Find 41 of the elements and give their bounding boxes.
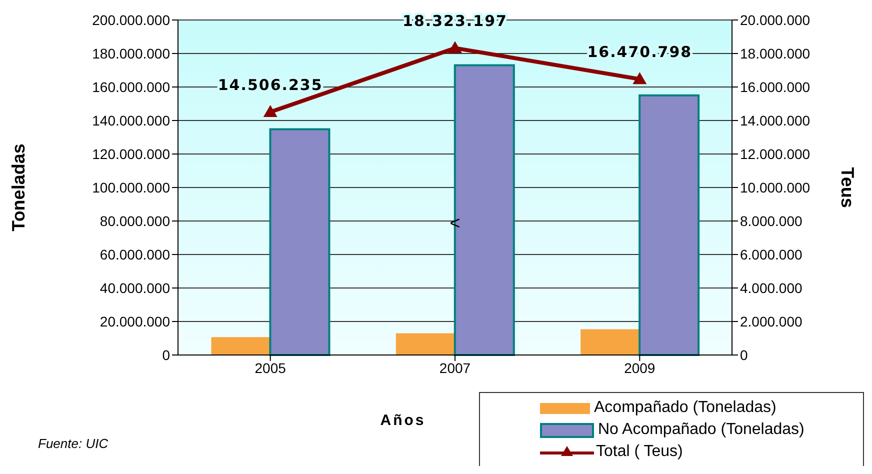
legend-label: Total ( Teus) [596,443,683,461]
annotation: < [450,213,460,234]
y2-tick-label: 12.000.000 [740,146,810,162]
y2-tick-label: 16.000.000 [740,79,810,95]
y-tick-label: 180.000.000 [92,46,170,62]
x-tick-label: 2009 [624,360,656,376]
y2-tick-label: 20.000.000 [740,12,810,28]
y-tick-label: 0 [162,347,170,363]
x-tick-label: 2005 [254,360,286,376]
point [263,105,278,118]
bar [638,94,700,356]
y-tick-label: 200.000.000 [92,12,170,28]
bar [580,329,640,355]
y-tick-label: 40.000.000 [100,280,170,296]
y2-tick-label: 14.000.000 [740,112,810,128]
legend-label: No Acompañado (Toneladas) [598,421,804,439]
x-tick-label: 2007 [439,360,471,376]
bar [396,333,455,355]
y2-tick-label: 2.000.000 [740,314,802,330]
point [448,41,462,54]
x-axis-title: Años [379,412,427,429]
y2-tick-label: 10.000.000 [740,180,810,196]
y-tick-label: 140.000.000 [92,112,170,128]
source-note: Fuente: UIC [38,436,108,451]
y-tick-label: 80.000.000 [100,213,170,229]
y-tick-label: 20.000.000 [100,314,170,330]
point [632,72,647,84]
y-axis-title: Toneladas [8,144,28,232]
legend-label: Acompañado (Toneladas) [594,399,776,417]
y2-tick-label: 18.000.000 [740,46,810,62]
y2-tick-label: 0 [740,347,748,363]
y-tick-label: 100.000.000 [92,180,170,196]
y2-tick-label: 4.000.000 [740,280,802,296]
y-tick-label: 120.000.000 [92,146,170,162]
y2-tick-label: 6.000.000 [740,246,802,262]
y-tick-label: 160.000.000 [92,79,170,95]
y-tick-label: 60.000.000 [100,246,170,262]
y2-axis-title: Teus [838,167,858,208]
bar [269,128,330,356]
bar [211,337,270,355]
y2-tick-label: 8.000.000 [740,213,802,229]
